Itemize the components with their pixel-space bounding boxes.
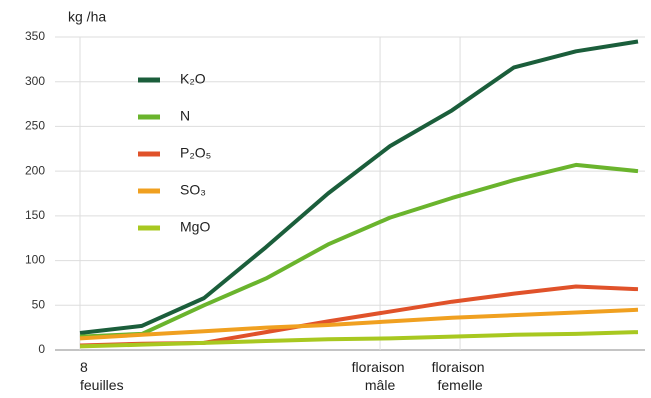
legend-label: N xyxy=(180,108,190,124)
y-tick-label: 150 xyxy=(25,208,45,222)
legend-label: SO₃ xyxy=(180,182,206,198)
series-line xyxy=(79,162,639,339)
legend-label: P₂O₅ xyxy=(180,145,211,161)
legend-label: MgO xyxy=(180,219,210,235)
y-tick-label: 50 xyxy=(32,297,46,311)
y-axis-label: kg /ha xyxy=(68,9,106,25)
x-tick-label: 8 feuilles xyxy=(80,359,124,393)
x-tick-label: floraison mâle xyxy=(352,359,409,393)
series-line xyxy=(79,307,639,341)
legend-label: K₂O xyxy=(180,71,206,87)
x-tick-label: floraison femelle xyxy=(432,359,489,393)
y-tick-label: 200 xyxy=(25,163,45,177)
y-tick-label: 350 xyxy=(25,29,45,43)
y-tick-label: 0 xyxy=(38,342,45,356)
y-tick-label: 250 xyxy=(25,119,45,133)
y-tick-label: 300 xyxy=(25,74,45,88)
series-line xyxy=(79,39,639,335)
series-line xyxy=(79,330,639,349)
y-tick-label: 100 xyxy=(25,253,45,267)
